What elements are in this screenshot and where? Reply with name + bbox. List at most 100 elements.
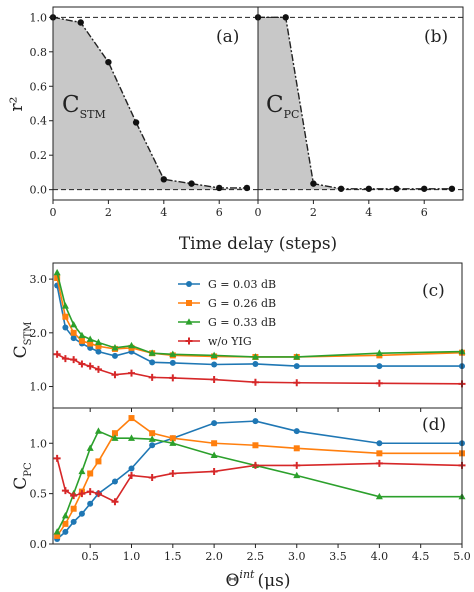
series-point-0 <box>78 510 85 517</box>
series-point-0 <box>376 440 383 447</box>
data-point <box>365 185 373 192</box>
series-point-0 <box>376 363 383 370</box>
data-point <box>188 180 195 187</box>
series-point-3 <box>94 490 102 498</box>
data-point <box>160 176 168 183</box>
data-point <box>310 180 317 187</box>
series-point-0 <box>252 360 259 367</box>
series-point-0 <box>62 324 69 331</box>
series-point-2 <box>127 341 135 349</box>
xtick-label: 2.0 <box>205 550 223 563</box>
ytick-label: 1.0 <box>30 437 48 450</box>
series-point-3 <box>293 461 301 469</box>
series-point-2 <box>111 434 119 441</box>
data-point <box>132 119 140 126</box>
series-point-0 <box>149 359 156 366</box>
series-point-3 <box>53 350 61 358</box>
series-point-2 <box>111 344 119 351</box>
series-point-3 <box>375 459 383 467</box>
series-point-1 <box>252 442 259 449</box>
series-point-0 <box>252 418 259 425</box>
ytick-label: 1.0 <box>30 381 48 394</box>
xtick-label: 6 <box>216 206 223 219</box>
series-point-0 <box>70 518 77 525</box>
decay-line <box>52 16 247 189</box>
series-point-2 <box>53 268 61 276</box>
xtick-label: 3.5 <box>329 550 347 563</box>
series-point-3 <box>251 461 259 469</box>
xtick-label: 1.5 <box>164 550 182 563</box>
ytick-label: 0.4 <box>30 115 48 128</box>
panel-d-ylabel: CPC <box>11 462 34 490</box>
series-point-1 <box>95 343 102 350</box>
series-point-0 <box>62 528 69 535</box>
xtick-label: 0.5 <box>81 550 99 563</box>
panel-d: 0.00.51.00.5 1.0 1.5 2.0 2.5 3.0 3.5 4.0 4.5 5.0 … <box>11 407 471 591</box>
series-point-1 <box>87 470 94 477</box>
series-point-3 <box>169 374 177 382</box>
series-point-3 <box>127 369 135 377</box>
panel-a-tag: (a) <box>216 27 239 47</box>
series-point-2 <box>148 435 156 442</box>
xtick-label: 4 <box>160 206 167 219</box>
series-point-0 <box>87 500 94 507</box>
series-point-3 <box>70 492 78 500</box>
xtick-label: 0 <box>50 206 57 219</box>
series-point-1 <box>87 340 94 347</box>
data-point <box>77 19 84 26</box>
series-point-3 <box>169 469 177 477</box>
ytick-label: 2.0 <box>30 327 48 340</box>
legend-label-3: w/o YIG <box>208 335 252 348</box>
xtick-label: 3.0 <box>288 550 306 563</box>
data-point <box>421 185 428 192</box>
series-point-2 <box>375 492 383 500</box>
panel-a-ylabel: r² <box>7 97 27 112</box>
series-point-1 <box>293 445 300 452</box>
panel-a: 0 2 4 6 0.0 0.2 0.4 0.6 0.8 1.0 (a) CSTM r² <box>7 6 259 219</box>
series-point-0 <box>293 363 300 370</box>
series-point-3 <box>210 467 218 475</box>
series-point-3 <box>61 355 69 363</box>
top-xlabel: Time delay (steps) <box>179 234 337 254</box>
series-point-1 <box>70 505 77 512</box>
ytick-label: 0.5 <box>30 488 48 501</box>
series-point-2 <box>86 335 94 342</box>
xtick-label: 2.5 <box>247 550 265 563</box>
legend-marker-1 <box>186 300 192 306</box>
series-point-0 <box>211 361 218 368</box>
series-point-2 <box>61 511 69 519</box>
xtick-label: 0 <box>255 206 262 219</box>
series-point-3 <box>78 490 86 498</box>
data-point <box>448 185 456 192</box>
series-point-0 <box>128 465 135 472</box>
series-point-2 <box>127 434 135 441</box>
panel-c-ylabel: CSTM <box>11 322 34 359</box>
series-point-2 <box>375 349 383 356</box>
series-point-1 <box>78 337 85 344</box>
data-point <box>216 184 223 192</box>
legend-marker-2 <box>185 318 193 325</box>
series-point-1 <box>62 313 69 320</box>
data-point <box>243 184 251 192</box>
decay-line <box>258 16 452 190</box>
xtick-label: 4.5 <box>412 550 430 563</box>
panel-b: 0 2 4 6 (b) CPC <box>255 6 464 219</box>
series-point-2 <box>293 353 301 360</box>
ytick-label: 0.6 <box>30 80 48 93</box>
bottom-xlabel: Θint (μs) <box>225 568 290 591</box>
series-point-2 <box>78 467 86 475</box>
series-point-0 <box>70 335 77 342</box>
legend-marker-0 <box>186 281 192 287</box>
ytick-label: 0.8 <box>30 46 48 59</box>
series-point-2 <box>251 353 259 360</box>
series-point-3 <box>148 373 156 381</box>
ytick-label: 0.0 <box>30 538 48 551</box>
data-point <box>337 185 345 192</box>
series-point-1 <box>54 532 61 539</box>
xtick-label: 4.0 <box>371 550 389 563</box>
series-point-1 <box>149 430 156 437</box>
data-point <box>105 58 112 66</box>
area-fill <box>258 17 452 190</box>
series-point-1 <box>111 430 118 437</box>
